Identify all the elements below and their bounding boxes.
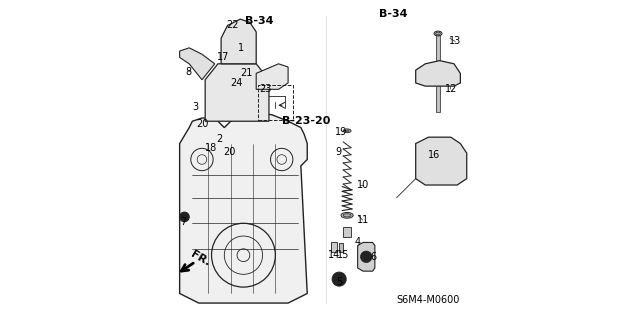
Text: 13: 13 <box>449 36 461 47</box>
Ellipse shape <box>436 159 443 163</box>
Text: 4: 4 <box>355 237 360 248</box>
Text: 3: 3 <box>192 102 198 112</box>
Ellipse shape <box>343 129 351 133</box>
Text: 24: 24 <box>230 78 243 88</box>
Text: 10: 10 <box>356 180 369 190</box>
Ellipse shape <box>436 72 444 78</box>
Text: 20: 20 <box>196 119 209 130</box>
Ellipse shape <box>343 214 351 217</box>
Circle shape <box>252 69 257 75</box>
Circle shape <box>335 275 343 283</box>
Text: 14: 14 <box>328 250 340 260</box>
Circle shape <box>246 82 253 90</box>
Text: 17: 17 <box>217 52 229 63</box>
Text: 6: 6 <box>370 252 376 262</box>
Ellipse shape <box>341 212 353 218</box>
Ellipse shape <box>434 31 442 36</box>
Bar <box>331 242 337 252</box>
Ellipse shape <box>345 130 349 132</box>
Text: 18: 18 <box>204 143 217 153</box>
Circle shape <box>244 26 249 31</box>
Text: B-34: B-34 <box>245 16 273 26</box>
Text: S6M4-M0600: S6M4-M0600 <box>397 295 460 305</box>
Text: 11: 11 <box>356 215 369 225</box>
Text: 22: 22 <box>226 19 239 30</box>
Text: 9: 9 <box>335 146 342 157</box>
Circle shape <box>228 26 233 31</box>
Polygon shape <box>256 64 288 89</box>
Polygon shape <box>180 48 215 80</box>
Text: 8: 8 <box>186 67 191 77</box>
Circle shape <box>211 82 218 90</box>
Polygon shape <box>416 137 467 185</box>
Text: B-34: B-34 <box>379 9 408 19</box>
Text: 20: 20 <box>223 146 236 157</box>
Circle shape <box>180 212 189 222</box>
Circle shape <box>272 72 278 78</box>
Circle shape <box>454 171 460 177</box>
Polygon shape <box>221 19 256 64</box>
Bar <box>343 227 351 237</box>
Polygon shape <box>180 112 307 303</box>
Text: 7: 7 <box>180 217 187 227</box>
Ellipse shape <box>433 157 446 166</box>
Text: 19: 19 <box>335 127 348 137</box>
Ellipse shape <box>436 32 440 35</box>
Text: FR.: FR. <box>189 249 212 268</box>
Text: 15: 15 <box>337 250 349 260</box>
Polygon shape <box>358 242 375 271</box>
Text: 23: 23 <box>259 84 271 94</box>
Circle shape <box>364 254 369 259</box>
Circle shape <box>420 171 427 177</box>
Text: 1: 1 <box>238 43 244 53</box>
Circle shape <box>360 251 372 263</box>
Circle shape <box>332 272 346 286</box>
Text: B-23-20: B-23-20 <box>282 116 330 126</box>
Polygon shape <box>205 64 269 121</box>
Circle shape <box>434 145 442 152</box>
Bar <box>436 35 440 112</box>
Text: 16: 16 <box>428 150 440 160</box>
Text: 5: 5 <box>337 277 343 287</box>
Bar <box>339 243 343 252</box>
Text: 21: 21 <box>241 68 253 78</box>
Circle shape <box>344 229 349 234</box>
Text: 2: 2 <box>216 134 223 144</box>
Polygon shape <box>416 61 460 86</box>
Circle shape <box>182 214 187 219</box>
Text: 12: 12 <box>445 84 457 94</box>
